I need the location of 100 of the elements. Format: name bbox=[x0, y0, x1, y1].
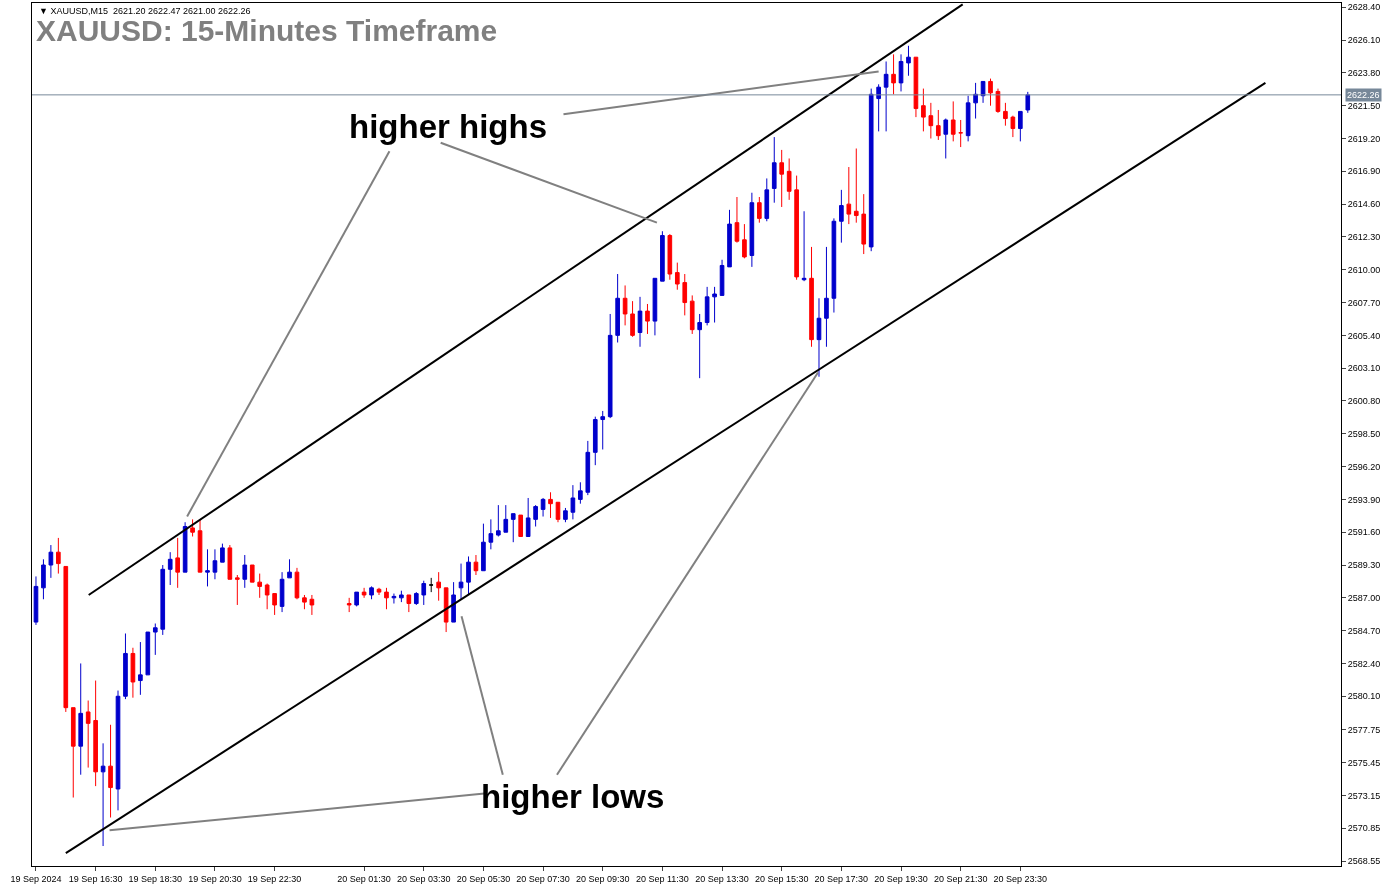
candlestick bbox=[85, 700, 91, 769]
candlestick bbox=[197, 518, 203, 573]
candlestick bbox=[861, 193, 867, 255]
x-tick-label: 20 Sep 15:30 bbox=[754, 873, 809, 884]
candlestick bbox=[809, 246, 814, 348]
candlestick bbox=[473, 554, 479, 576]
candlestick bbox=[384, 587, 389, 610]
x-tick-label: 19 Sep 18:30 bbox=[128, 873, 183, 884]
candlestick bbox=[570, 484, 576, 520]
y-tick-label: 2598.50 bbox=[1347, 428, 1381, 439]
candlestick bbox=[831, 217, 837, 314]
annotation: higher highs bbox=[349, 108, 547, 145]
candlestick bbox=[607, 313, 613, 419]
candlestick bbox=[413, 591, 419, 606]
candlestick bbox=[33, 575, 39, 626]
candlestick bbox=[451, 581, 456, 623]
candlestick bbox=[674, 262, 680, 291]
y-tick-label: 2621.50 bbox=[1347, 100, 1381, 111]
candlestick bbox=[249, 564, 255, 583]
candlestick bbox=[928, 102, 934, 140]
x-tick-label: 19 Sep 22:30 bbox=[247, 873, 302, 884]
candlestick bbox=[309, 594, 315, 616]
candlestick bbox=[682, 273, 688, 316]
candlestick bbox=[943, 118, 949, 159]
candlestick bbox=[227, 544, 233, 580]
candlestick bbox=[965, 95, 971, 142]
candlestick bbox=[130, 647, 136, 699]
candlestick bbox=[518, 514, 524, 537]
candlestick bbox=[123, 632, 128, 700]
candlestick bbox=[361, 587, 367, 599]
candlestick bbox=[70, 707, 76, 799]
candlestick bbox=[525, 497, 531, 537]
y-tick-label: 2623.80 bbox=[1347, 68, 1381, 79]
y-tick-label: 2628.40 bbox=[1347, 2, 1381, 13]
y-tick-label: 2626.10 bbox=[1347, 35, 1381, 46]
candlestick bbox=[891, 53, 896, 95]
candlestick bbox=[496, 504, 501, 536]
candlestick bbox=[160, 564, 166, 636]
candlestick bbox=[533, 504, 538, 528]
candlestick bbox=[801, 210, 807, 282]
candlestick bbox=[637, 296, 643, 348]
candlestick bbox=[182, 521, 188, 573]
y-tick-label: 2582.40 bbox=[1347, 658, 1381, 669]
candlestick bbox=[302, 594, 307, 610]
candlestick bbox=[839, 189, 844, 244]
candlestick bbox=[421, 580, 427, 606]
candlestick bbox=[548, 491, 553, 519]
candlestick bbox=[167, 551, 173, 586]
x-tick-label: 19 Sep 16:30 bbox=[68, 873, 123, 884]
candlestick bbox=[212, 548, 218, 580]
candlestick bbox=[868, 88, 874, 252]
candlestick bbox=[883, 60, 889, 132]
candlestick bbox=[697, 313, 702, 379]
candlestick bbox=[853, 148, 859, 224]
x-tick-label: 20 Sep 09:30 bbox=[575, 873, 630, 884]
candlestick bbox=[369, 585, 374, 600]
candlestick bbox=[510, 513, 516, 543]
candlestick bbox=[205, 548, 210, 587]
candlestick bbox=[354, 591, 359, 607]
candlestick bbox=[585, 440, 591, 496]
candlestick bbox=[988, 78, 993, 107]
candlestick bbox=[667, 233, 673, 281]
candlestick bbox=[786, 157, 792, 201]
candlestick bbox=[630, 300, 635, 338]
candlestick bbox=[906, 45, 911, 77]
candlestick bbox=[264, 583, 270, 610]
candlestick bbox=[152, 623, 158, 656]
candlestick bbox=[466, 555, 471, 596]
y-tick-label: 2568.55 bbox=[1347, 856, 1381, 867]
candlestick bbox=[824, 246, 829, 348]
candlestick bbox=[615, 273, 620, 343]
y-tick-label: 2575.45 bbox=[1347, 757, 1381, 768]
candlestick bbox=[950, 100, 956, 142]
y-tick-label: 2580.10 bbox=[1347, 691, 1381, 702]
candlestick bbox=[458, 563, 464, 600]
candlestick bbox=[145, 631, 151, 676]
x-tick-label: 20 Sep 19:30 bbox=[874, 873, 928, 884]
candlestick bbox=[78, 662, 84, 776]
candlestick bbox=[279, 571, 285, 613]
candlestick bbox=[399, 590, 404, 603]
candlestick bbox=[704, 286, 710, 326]
x-tick-label: 19 Sep 2024 bbox=[10, 873, 62, 884]
candlestick bbox=[406, 594, 412, 613]
candlestick bbox=[235, 574, 240, 606]
candlestick bbox=[757, 196, 762, 224]
candlestick bbox=[220, 543, 225, 563]
candlestick bbox=[1025, 91, 1031, 114]
candlestick bbox=[1003, 102, 1008, 127]
y-tick-label: 2584.70 bbox=[1347, 625, 1381, 636]
candlestick bbox=[346, 597, 352, 613]
annotation: ▼ XAUUSD,M15 2621.20 2622.47 2621.00 2622.26 bbox=[39, 6, 251, 16]
candlestick bbox=[287, 558, 292, 579]
x-tick-label: 19 Sep 20:30 bbox=[188, 873, 242, 884]
x-tick-label: 20 Sep 05:30 bbox=[456, 873, 511, 884]
candlestick bbox=[272, 593, 277, 616]
y-tick-label: 2593.90 bbox=[1347, 494, 1381, 505]
x-tick-label: 20 Sep 13:30 bbox=[695, 873, 749, 884]
candlestick bbox=[376, 588, 382, 596]
y-tick-label: 2610.00 bbox=[1347, 264, 1381, 275]
candlestick bbox=[436, 571, 441, 602]
